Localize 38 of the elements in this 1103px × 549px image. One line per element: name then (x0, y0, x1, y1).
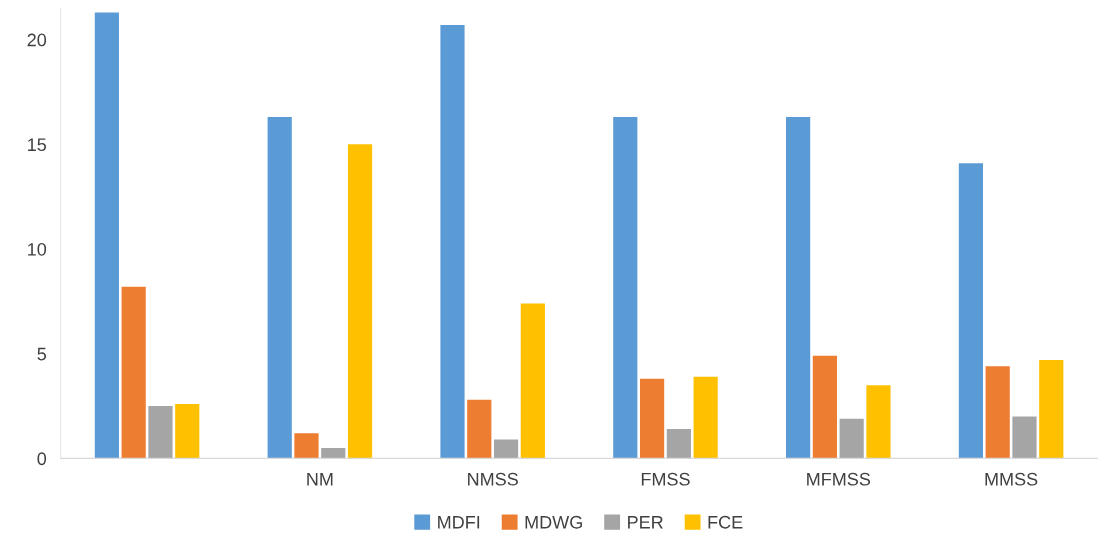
y-tick-label: 5 (37, 347, 47, 361)
bar (440, 24, 465, 459)
x-tick-label: MFMSS (807, 472, 871, 486)
bar (175, 403, 200, 459)
bar (321, 447, 346, 459)
x-tick-label: NM (307, 472, 333, 486)
bar (639, 378, 665, 459)
bar (294, 433, 319, 459)
bar (1012, 416, 1037, 459)
y-tick-label: 10 (28, 242, 47, 256)
bar (866, 385, 891, 459)
legend-label: FCE (708, 515, 743, 529)
y-tick-label: 20 (27, 33, 47, 47)
x-tick-label: MMSS (985, 472, 1038, 486)
y-tick-label: 0 (37, 452, 47, 466)
bar (121, 286, 146, 459)
bar (148, 406, 173, 459)
bar (666, 429, 691, 459)
bar (520, 303, 545, 459)
bar (94, 12, 119, 459)
bar (786, 117, 811, 459)
bar (1039, 360, 1064, 459)
bar (839, 418, 864, 459)
bar (267, 117, 292, 459)
bar (958, 163, 983, 459)
bar (347, 144, 373, 459)
x-tick-label: FMSS (641, 472, 690, 486)
legend-label: MDWG (525, 515, 582, 529)
y-tick-label: 15 (28, 138, 47, 152)
bar (613, 117, 638, 459)
bar (467, 399, 492, 459)
bar (493, 439, 519, 459)
legend-label: PER (628, 516, 663, 529)
legend-label: MDFI (438, 516, 480, 529)
bar (985, 366, 1010, 459)
x-tick-label: NMSS (468, 472, 518, 486)
bar (812, 355, 837, 459)
bar (693, 376, 718, 459)
